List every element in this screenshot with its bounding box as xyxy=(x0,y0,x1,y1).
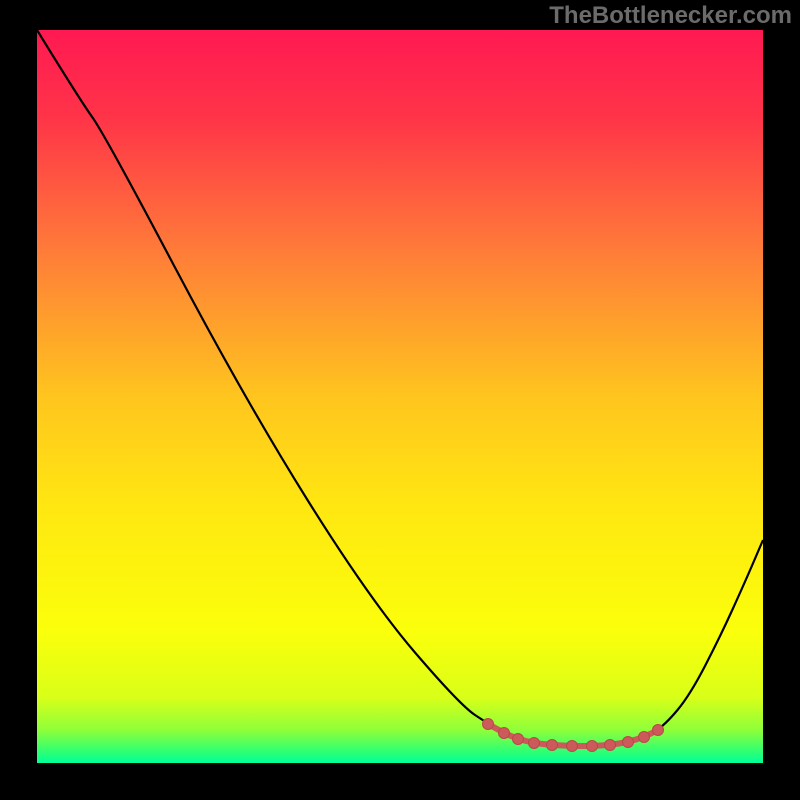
marker-dot xyxy=(547,740,558,751)
watermark-text: TheBottlenecker.com xyxy=(549,2,792,30)
marker-dot xyxy=(605,740,616,751)
marker-dot xyxy=(639,732,650,743)
marker-dot xyxy=(529,738,540,749)
marker-dot xyxy=(653,725,664,736)
bottleneck-chart: TheBottlenecker.com xyxy=(0,0,800,800)
marker-dot xyxy=(567,741,578,752)
marker-dot xyxy=(587,741,598,752)
marker-dot xyxy=(513,734,524,745)
marker-dot xyxy=(483,719,494,730)
marker-dot xyxy=(623,737,634,748)
chart-svg xyxy=(0,0,800,800)
marker-dot xyxy=(499,728,510,739)
